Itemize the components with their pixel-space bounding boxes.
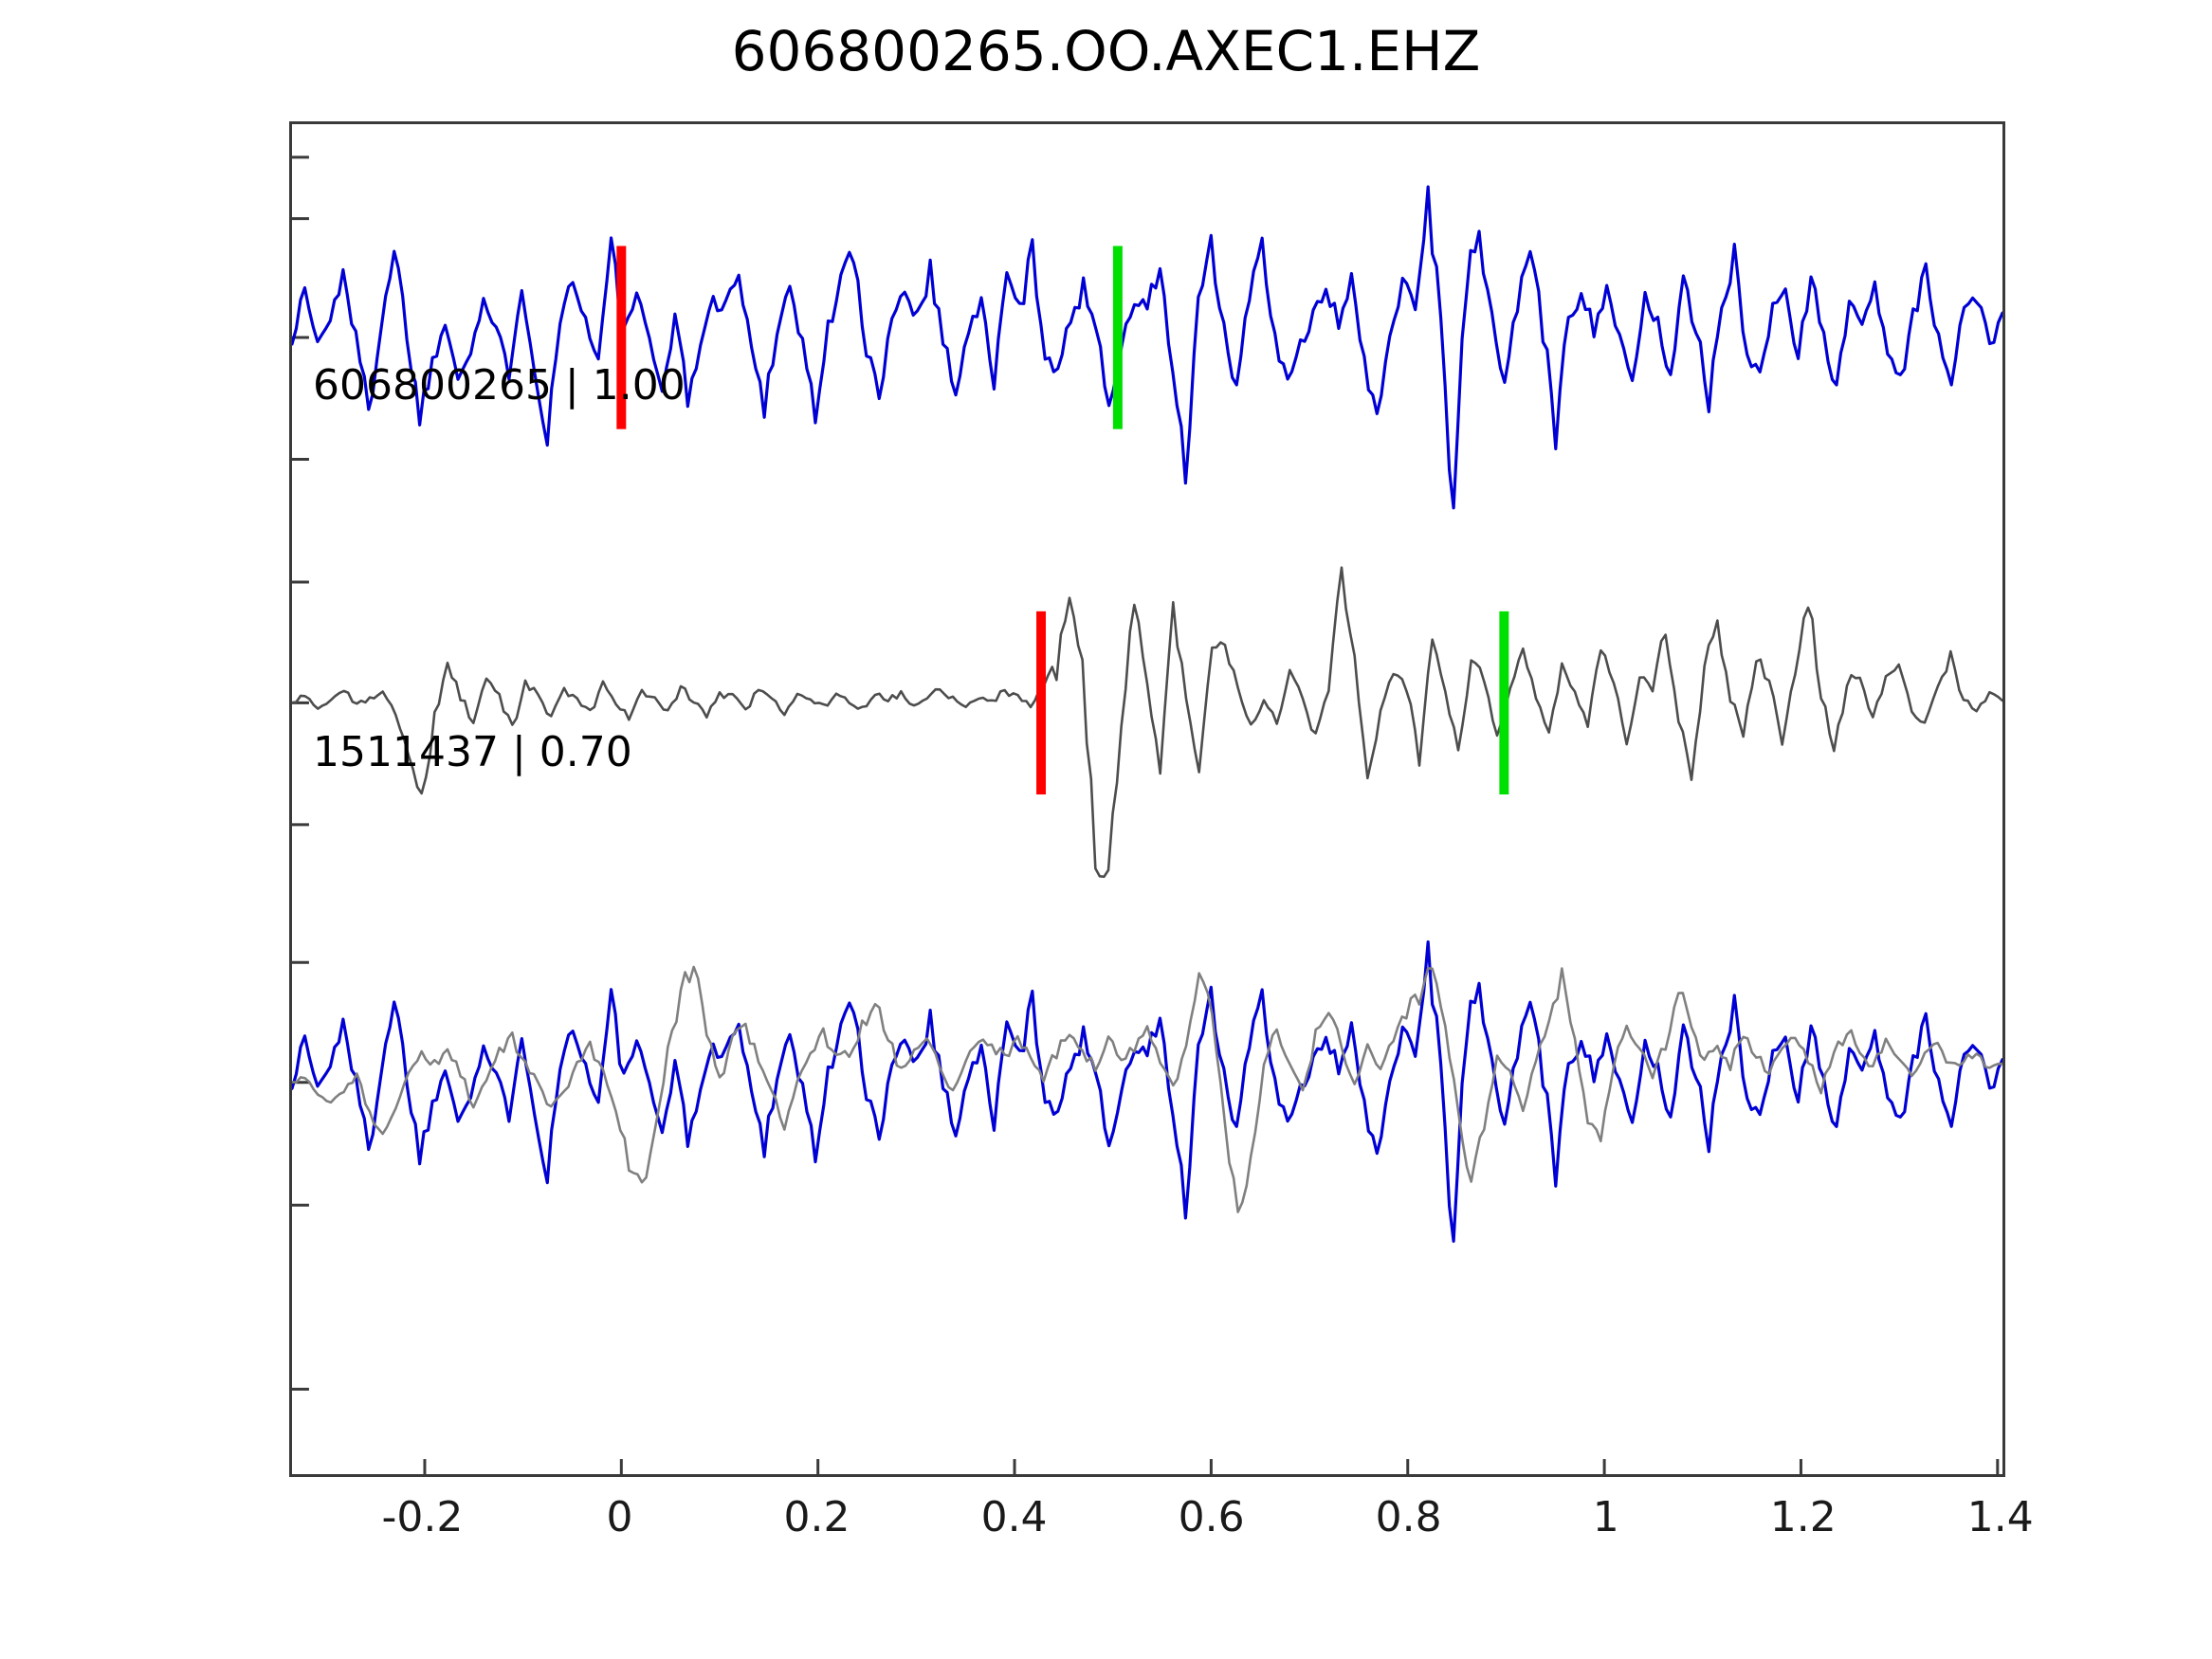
x-tick-label: 1.2 bbox=[1769, 1493, 1837, 1541]
x-tick-label: 1 bbox=[1592, 1493, 1619, 1541]
waveform-trace bbox=[292, 939, 2002, 1243]
p-pick-marker bbox=[616, 246, 627, 429]
trace-paths bbox=[292, 185, 2002, 1243]
x-tick-label: 0.2 bbox=[783, 1493, 850, 1541]
waveform-trace bbox=[292, 965, 2002, 1213]
page-title: 606800265.OO.AXEC1.EHZ bbox=[731, 19, 1481, 83]
x-tick-label: 0.4 bbox=[980, 1493, 1048, 1541]
pick-markers bbox=[616, 246, 1509, 795]
p-pick-marker bbox=[1036, 611, 1047, 795]
x-tick-label: 0.8 bbox=[1375, 1493, 1442, 1541]
x-tick-label: -0.2 bbox=[381, 1493, 464, 1541]
x-tick-label: 0.6 bbox=[1178, 1493, 1245, 1541]
plot-area: 606800265 | 1.00 1511437 | 0.70 bbox=[289, 121, 2005, 1477]
x-axis-ticks bbox=[423, 1459, 2000, 1474]
trace-label-template: 606800265 | 1.00 bbox=[313, 361, 686, 410]
s-pick-marker bbox=[1112, 246, 1123, 429]
waveform-trace bbox=[292, 185, 2002, 510]
trace-label-detection: 1511437 | 0.70 bbox=[313, 728, 632, 776]
s-pick-marker bbox=[1499, 611, 1509, 795]
waveform-canvas bbox=[292, 155, 2002, 1474]
y-axis-ticks bbox=[292, 155, 309, 1391]
waveform-trace bbox=[292, 566, 2002, 879]
x-tick-label: 1.4 bbox=[1966, 1493, 2034, 1541]
x-tick-label: 0 bbox=[606, 1493, 633, 1541]
x-axis-tick-labels: -0.2 0 0.2 0.4 0.6 0.8 1 1.2 1.4 bbox=[0, 1493, 2212, 1559]
